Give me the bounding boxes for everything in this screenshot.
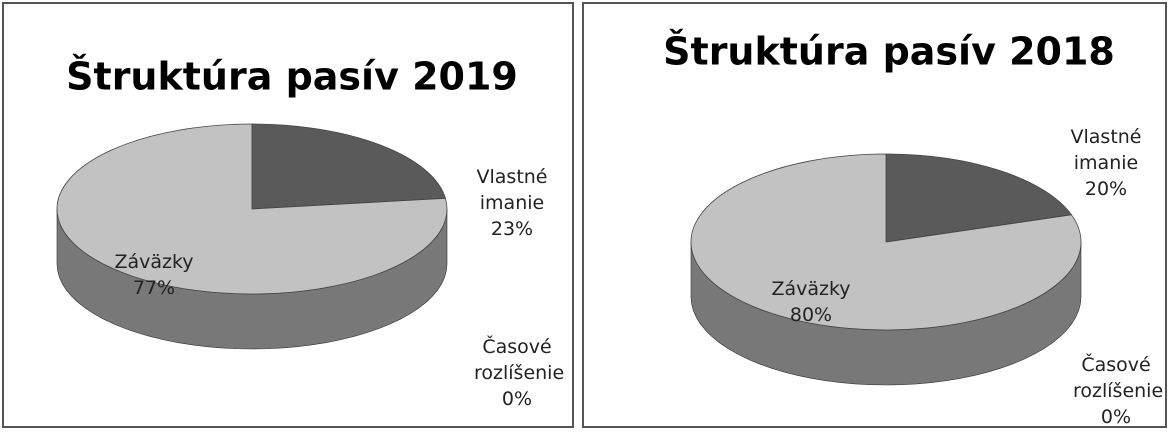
slice-value: 80%: [789, 304, 833, 326]
slice-value: 77%: [132, 277, 176, 299]
slice-value: 20%: [1084, 178, 1128, 200]
chart-panel: Štruktúra pasív 2018 Vlastné imanie 20% Čas…: [582, 2, 1167, 428]
slice-value: 23%: [490, 218, 534, 240]
slice-name: Záväzky: [771, 278, 851, 300]
slice-label: Záväzky 77%: [89, 249, 219, 301]
slice-name: Časové rozlíšenie: [474, 336, 565, 384]
slice-name: Vlastné imanie: [476, 166, 548, 214]
slice-label: Časové rozlíšenie 0%: [452, 334, 572, 412]
slice-label: Vlastné imanie 20%: [1041, 124, 1165, 202]
chart: Štruktúra pasív 2019: [56, 55, 518, 350]
slice-name: Záväzky: [114, 251, 194, 273]
slice-label: Vlastné imanie 23%: [447, 164, 572, 242]
chart-title: Štruktúra pasív 2019: [66, 55, 518, 99]
pie-slice: [56, 123, 448, 295]
chart-panel: Štruktúra pasív 2019 Vlastné imanie 23% Čas…: [2, 2, 574, 428]
slice-value: 0%: [501, 388, 533, 410]
slice-label: Časové rozlíšenie 0%: [1051, 352, 1165, 428]
pie-slice: [251, 123, 446, 210]
chart-title: Štruktúra pasív 2018: [663, 30, 1115, 74]
slice-value: 0%: [1100, 406, 1132, 428]
pie-slice: [885, 153, 1073, 243]
slice-label: Záväzky 80%: [746, 276, 876, 328]
slice-name: Vlastné imanie: [1070, 126, 1142, 174]
chart: Štruktúra pasív 2018: [663, 30, 1115, 386]
pie-slice: [690, 153, 1082, 331]
slice-name: Časové rozlíšenie: [1073, 354, 1164, 402]
